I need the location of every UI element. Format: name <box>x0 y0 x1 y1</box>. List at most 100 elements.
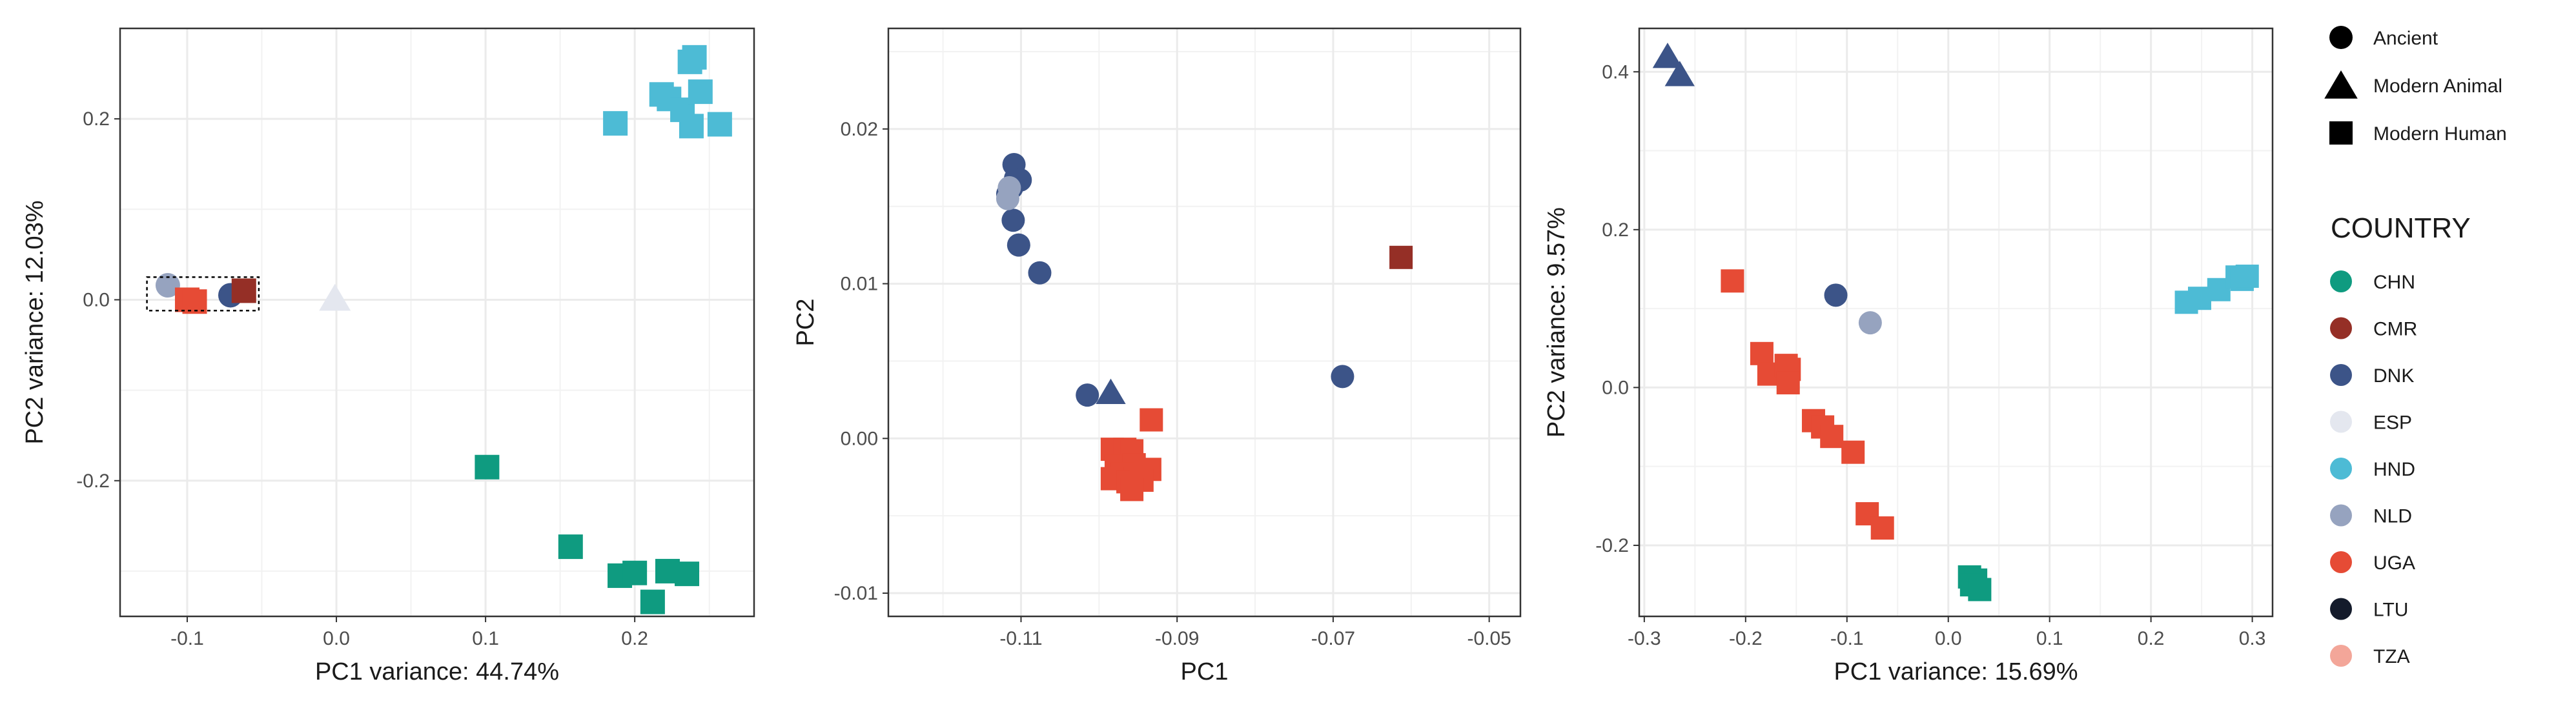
data-point-nld-circle <box>1858 311 1882 335</box>
legend-shape-label: Modern Human <box>2373 123 2507 145</box>
data-point-dnk-triangle <box>1664 61 1695 86</box>
y-tick-label: -0.2 <box>1595 535 1629 556</box>
grid <box>120 28 754 616</box>
legend-key-dnk <box>2330 364 2352 386</box>
x-axis-title: PC1 variance: 15.69% <box>1834 658 2078 685</box>
data-point-dnk-circle <box>1076 383 1099 407</box>
legend-country-label: TZA <box>2373 646 2410 667</box>
legend-country-label: NLD <box>2373 506 2412 527</box>
data-point-uga-square <box>1721 269 1744 293</box>
y-tick-label: 0.00 <box>841 428 878 449</box>
data-point-dnk-circle <box>1007 233 1030 257</box>
data-point-hnd-square <box>679 114 704 139</box>
legend-key-esp <box>2330 410 2352 433</box>
y-tick-label: 0.0 <box>83 289 110 310</box>
data-point-cmr-square <box>231 278 256 303</box>
legend-key-hnd <box>2330 458 2352 480</box>
x-tick-label: 0.2 <box>2138 628 2165 649</box>
plot-background <box>1639 28 2273 616</box>
legend: Ancient Modern Animal Modern Human COUNTRY… <box>2324 26 2507 667</box>
legend-shape-group: Ancient Modern Animal Modern Human <box>2324 26 2507 145</box>
x-axis-title: PC1 <box>1181 658 1229 685</box>
x-tick-label: 0.0 <box>1935 628 1962 649</box>
data-point-dnk-circle <box>1028 261 1052 285</box>
legend-country-label: ESP <box>2373 412 2412 434</box>
legend-key-circle <box>2329 26 2353 49</box>
data-point-dnk-triangle <box>1096 378 1126 405</box>
data-point-chn-square <box>640 589 665 614</box>
panel-pca-overview: -0.1 0.0 0.1 0.2 -0.2 0.0 0.2 PC1 variance: 44.… <box>21 27 755 685</box>
y-tick-label: 0.02 <box>841 119 878 140</box>
legend-country-label: UGA <box>2373 552 2415 574</box>
legend-country-label: DNK <box>2373 365 2414 387</box>
grid <box>888 28 1520 616</box>
data-point-chn-square <box>622 560 648 585</box>
data-point-hnd-square <box>688 79 713 105</box>
y-tick-label: 0.2 <box>1602 219 1629 241</box>
x-axis-title: PC1 variance: 44.74% <box>315 658 559 685</box>
y-tick-label: 0.0 <box>1602 377 1629 398</box>
x-tick-label: -0.1 <box>1830 628 1864 649</box>
data-point-nld-circle <box>155 273 180 298</box>
plot-background <box>120 28 754 616</box>
data-points <box>1652 43 2259 602</box>
legend-country-title: COUNTRY <box>2331 212 2471 244</box>
data-point-esp-triangle <box>319 283 351 311</box>
x-tick-label: 0.1 <box>2036 628 2063 649</box>
x-tick-label: -0.09 <box>1155 628 1199 649</box>
data-point-cmr-square <box>1389 245 1413 269</box>
data-point-uga-square <box>1870 516 1894 540</box>
data-points <box>996 152 1413 501</box>
data-point-chn-square <box>675 562 700 587</box>
y-axis-title: PC2 <box>792 299 819 347</box>
x-tick-label: -0.07 <box>1311 628 1355 649</box>
x-tick-label: 0.1 <box>472 628 499 649</box>
data-point-hnd-square <box>682 45 707 70</box>
plot-background <box>888 28 1520 616</box>
data-point-chn-square <box>558 534 583 560</box>
legend-key-triangle <box>2324 70 2358 99</box>
data-point-uga-square <box>1750 341 1774 365</box>
data-point-uga-square <box>1820 425 1844 449</box>
x-tick-label: 0.0 <box>323 628 350 649</box>
legend-key-square <box>2329 121 2353 145</box>
grid <box>1639 28 2273 616</box>
legend-key-chn <box>2330 270 2352 292</box>
y-tick-label: 0.4 <box>1602 61 1629 83</box>
legend-key-tza <box>2330 645 2352 667</box>
panel-border <box>1638 27 2274 618</box>
y-axis-title: PC2 variance: 9.57% <box>1543 207 1570 438</box>
data-point-nld-circle <box>996 187 1019 210</box>
y-axis-title: PC2 variance: 12.03% <box>21 200 48 444</box>
legend-country-label: CHN <box>2373 272 2415 293</box>
data-point-hnd-square <box>603 111 628 136</box>
x-tick-label: -0.1 <box>170 628 204 649</box>
data-point-uga-square <box>182 289 207 314</box>
data-point-hnd-square <box>2235 264 2259 288</box>
data-point-dnk-circle <box>1331 365 1354 389</box>
legend-key-cmr <box>2330 317 2352 339</box>
y-tick-label: 0.2 <box>83 108 110 130</box>
legend-key-nld <box>2330 504 2352 527</box>
y-tick-label: -0.01 <box>834 583 878 604</box>
legend-key-ltu <box>2330 598 2352 620</box>
legend-shape-label: Ancient <box>2373 28 2438 49</box>
panel-border <box>119 27 755 618</box>
data-point-dnk-circle <box>1824 283 1848 307</box>
data-point-uga-square <box>1120 478 1144 501</box>
data-point-uga-square <box>1140 408 1163 432</box>
legend-key-uga <box>2330 551 2352 573</box>
data-point-dnk-triangle <box>1652 43 1683 68</box>
data-point-dnk-circle <box>1001 208 1025 232</box>
x-tick-label: -0.05 <box>1467 628 1511 649</box>
zoom-highlight-box <box>146 276 260 312</box>
x-tick-label: 0.2 <box>621 628 648 649</box>
y-tick-label: 0.01 <box>841 274 878 295</box>
legend-shape-label: Modern Animal <box>2373 76 2502 97</box>
panel-pca-alternate: -0.3 -0.2 -0.1 0.0 0.1 0.2 0.3 -0.2 0.0 0.2 0.4 PC1… <box>1543 27 2274 685</box>
x-tick-label: -0.2 <box>1729 628 1763 649</box>
data-point-uga-square <box>1841 440 1865 464</box>
data-point-chn-square <box>475 454 500 480</box>
panel-pca-zoom: -0.11 -0.09 -0.07 -0.05 -0.01 0.00 0.01 0.02 PC1… <box>792 27 1522 685</box>
